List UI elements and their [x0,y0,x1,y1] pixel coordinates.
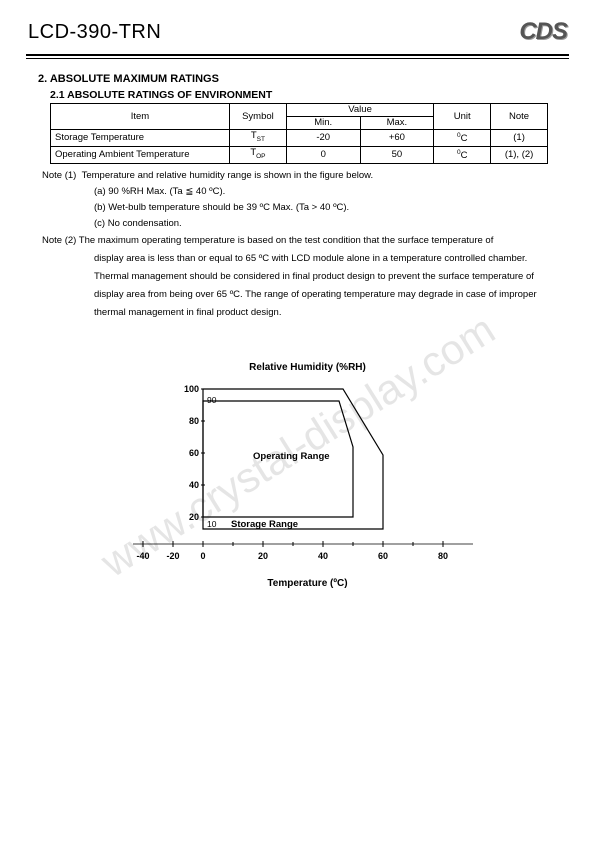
cell-unit: 0C [434,130,491,147]
humidity-chart: Relative Humidity (%RH) 100 80 60 40 20 [113,362,483,589]
x-tick-label: 60 [377,551,387,561]
table-row: Operating Ambient Temperature TOP 0 50 0… [51,146,548,163]
cell-unit: 0C [434,146,491,163]
x-tick-label: -20 [166,551,179,561]
cell-note: (1) [491,130,548,147]
cell-min: -20 [286,130,360,147]
x-tick-label: 80 [437,551,447,561]
note-1: Note (1) Temperature and relative humidi… [42,168,557,184]
section-title-text: ABSOLUTE MAXIMUM RATINGS [50,73,219,85]
col-note: Note [491,104,548,130]
y-tick-label: 60 [188,448,198,458]
company-logo: CDS [519,18,567,46]
note-1b: (b) Wet-bulb temperature should be 39 ºC… [94,200,557,216]
y-inner-90: 90 [207,395,217,405]
x-tick-label: 40 [317,551,327,561]
table-row: Storage Temperature TST -20 +60 0C (1) [51,130,548,147]
ratings-table: Item Symbol Value Unit Note Min. Max. St… [50,103,548,164]
y-tick-label: 40 [188,480,198,490]
cell-symbol: TST [230,130,287,147]
operating-range-label: Operating Range [253,451,330,462]
note-1c: (c) No condensation. [94,216,557,232]
subsection-number: 2.1 [50,89,65,101]
y-inner-labels: 90 10 [203,395,225,529]
cell-note: (1), (2) [491,146,548,163]
table-header-row: Item Symbol Value Unit Note [51,104,548,117]
col-symbol: Symbol [230,104,287,130]
storage-range-label: Storage Range [231,519,298,530]
cell-max: +60 [360,130,434,147]
section-title: 2. ABSOLUTE MAXIMUM RATINGS [38,73,557,85]
note-2: Note (2) The maximum operating temperatu… [42,232,557,250]
note-2-first-line: The maximum operating temperature is bas… [79,235,494,246]
chart-xlabel: Temperature (ºC) [133,578,483,589]
subsection-title-text: ABSOLUTE RATINGS OF ENVIRONMENT [67,89,272,101]
note-1-text: Temperature and relative humidity range … [82,170,374,181]
y-inner-10: 10 [207,519,217,529]
x-tick-label: 0 [200,551,205,561]
y-tick-label: 100 [183,384,198,394]
col-item: Item [51,104,230,130]
note-2-body: display area is less than or equal to 65… [94,250,557,322]
col-value: Value [286,104,433,117]
subsection-title: 2.1 ABSOLUTE RATINGS OF ENVIRONMENT [50,89,557,101]
section-number: 2. [38,73,47,85]
y-tick-label: 20 [188,512,198,522]
note-1-label: Note (1) [42,170,76,181]
cell-min: 0 [286,146,360,163]
x-tick-label: -40 [136,551,149,561]
note-1a: (a) 90 %RH Max. (Ta ≦ 40 ºC). [94,184,557,200]
chart-title: Relative Humidity (%RH) [133,362,483,373]
notes-block: Note (1) Temperature and relative humidi… [38,168,557,322]
x-tick-label: 20 [257,551,267,561]
y-axis: 100 80 60 40 20 [183,384,204,522]
col-min: Min. [286,117,360,130]
col-unit: Unit [434,104,491,130]
product-code: LCD-390-TRN [28,21,161,44]
chart-svg: 100 80 60 40 20 90 10 Operating Range St… [113,379,483,569]
cell-symbol: TOP [230,146,287,163]
cell-item: Storage Temperature [51,130,230,147]
col-max: Max. [360,117,434,130]
note-2-label: Note (2) [42,235,76,246]
cell-item: Operating Ambient Temperature [51,146,230,163]
y-tick-label: 80 [188,416,198,426]
cell-max: 50 [360,146,434,163]
